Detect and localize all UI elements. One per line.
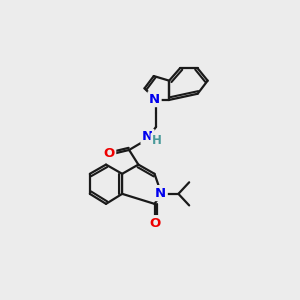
Text: O: O — [103, 147, 115, 160]
Text: N: N — [149, 93, 160, 106]
Text: N: N — [155, 187, 166, 200]
Text: N: N — [142, 130, 153, 143]
Text: H: H — [152, 134, 162, 147]
Text: O: O — [150, 217, 161, 230]
